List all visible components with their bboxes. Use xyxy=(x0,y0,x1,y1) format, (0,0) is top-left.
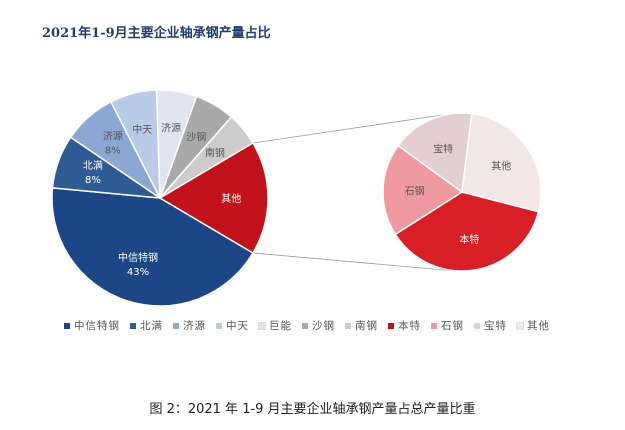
sub-slice-2 xyxy=(382,144,464,236)
sub-slice-label-1: 本特 xyxy=(459,233,479,246)
connector-lines xyxy=(252,112,457,272)
sub-slice-3 xyxy=(397,112,473,194)
legend-swatch xyxy=(130,322,136,329)
legend-item-6: 沙钢 xyxy=(302,318,335,333)
main-slice-label-8: 其他 xyxy=(221,192,241,205)
legend-item-10: 宝特 xyxy=(474,318,507,333)
main-slice-8 xyxy=(158,141,269,255)
legend-item-7: 南钢 xyxy=(345,318,378,333)
legend-swatch xyxy=(216,322,222,329)
main-slice-label-2: 北满 xyxy=(83,160,103,172)
legend-label: 本特 xyxy=(398,320,421,332)
legend-label: 济源 xyxy=(183,320,206,332)
legend-label: 中信特钢 xyxy=(74,320,120,332)
legend-item-9: 石钢 xyxy=(431,318,464,333)
legend-swatch xyxy=(516,321,524,330)
main-pie xyxy=(51,89,269,307)
legend-label: 南钢 xyxy=(355,320,378,332)
legend-swatch xyxy=(345,322,351,329)
main-slice-label-6: 沙钢 xyxy=(186,131,206,144)
legend-swatch xyxy=(302,322,308,329)
legend-swatch xyxy=(173,322,179,329)
legend-item-1: 中信特钢 xyxy=(64,318,120,333)
legend-label: 中天 xyxy=(226,320,249,332)
main-slice-label-7: 南钢 xyxy=(205,147,225,160)
connector-line-top xyxy=(252,112,457,144)
main-slice-label-3: 济源 xyxy=(103,130,123,143)
legend-item-11: 其他 xyxy=(516,318,550,333)
legend-label: 北满 xyxy=(140,320,163,332)
sub-slice-4 xyxy=(461,112,542,213)
figure-caption: 图 2：2021 年 1-9 月主要企业轴承钢产量占总产量比重 xyxy=(149,402,476,417)
legend-item-2: 北满 xyxy=(130,318,163,333)
legend-item-4: 中天 xyxy=(216,318,249,333)
legend-label: 巨能 xyxy=(269,320,292,332)
sub-slice-label-3: 宝特 xyxy=(433,142,453,155)
legend-label: 宝特 xyxy=(484,320,507,332)
legend-swatch xyxy=(431,322,437,329)
legend-item-3: 济源 xyxy=(173,318,206,333)
main-slice-value-3: 8% xyxy=(105,146,121,157)
main-slice-value-2: 8% xyxy=(85,175,101,186)
sub-pie xyxy=(382,112,542,272)
main-slice-label-5: 济源 xyxy=(161,122,181,135)
main-slice-label-1: 中信特钢 xyxy=(118,251,158,264)
main-slice-label-4: 中天 xyxy=(132,123,152,136)
main-slice-value-1: 43% xyxy=(127,267,149,278)
legend-swatch xyxy=(474,322,480,329)
main-slice-1 xyxy=(51,187,254,307)
connector-line-bottom xyxy=(252,252,457,272)
sub-slice-label-2: 石钢 xyxy=(405,185,425,198)
legend-item-5: 巨能 xyxy=(258,318,292,333)
legend-swatch xyxy=(64,322,70,329)
legend-label: 沙钢 xyxy=(312,320,335,332)
legend-swatch xyxy=(258,321,266,330)
chart-title: 2021年1-9月主要企业轴承钢产量占比 xyxy=(42,26,271,41)
sub-slice-label-4: 其他 xyxy=(491,159,511,172)
legend-label: 石钢 xyxy=(441,320,464,332)
legend-item-8: 本特 xyxy=(388,318,421,333)
legend-label: 其他 xyxy=(527,320,550,332)
legend: 中信特钢 北满 济源 中天 巨能 沙钢 南钢 本特 石钢 宝特 其他 xyxy=(64,318,584,333)
legend-swatch xyxy=(388,322,394,329)
